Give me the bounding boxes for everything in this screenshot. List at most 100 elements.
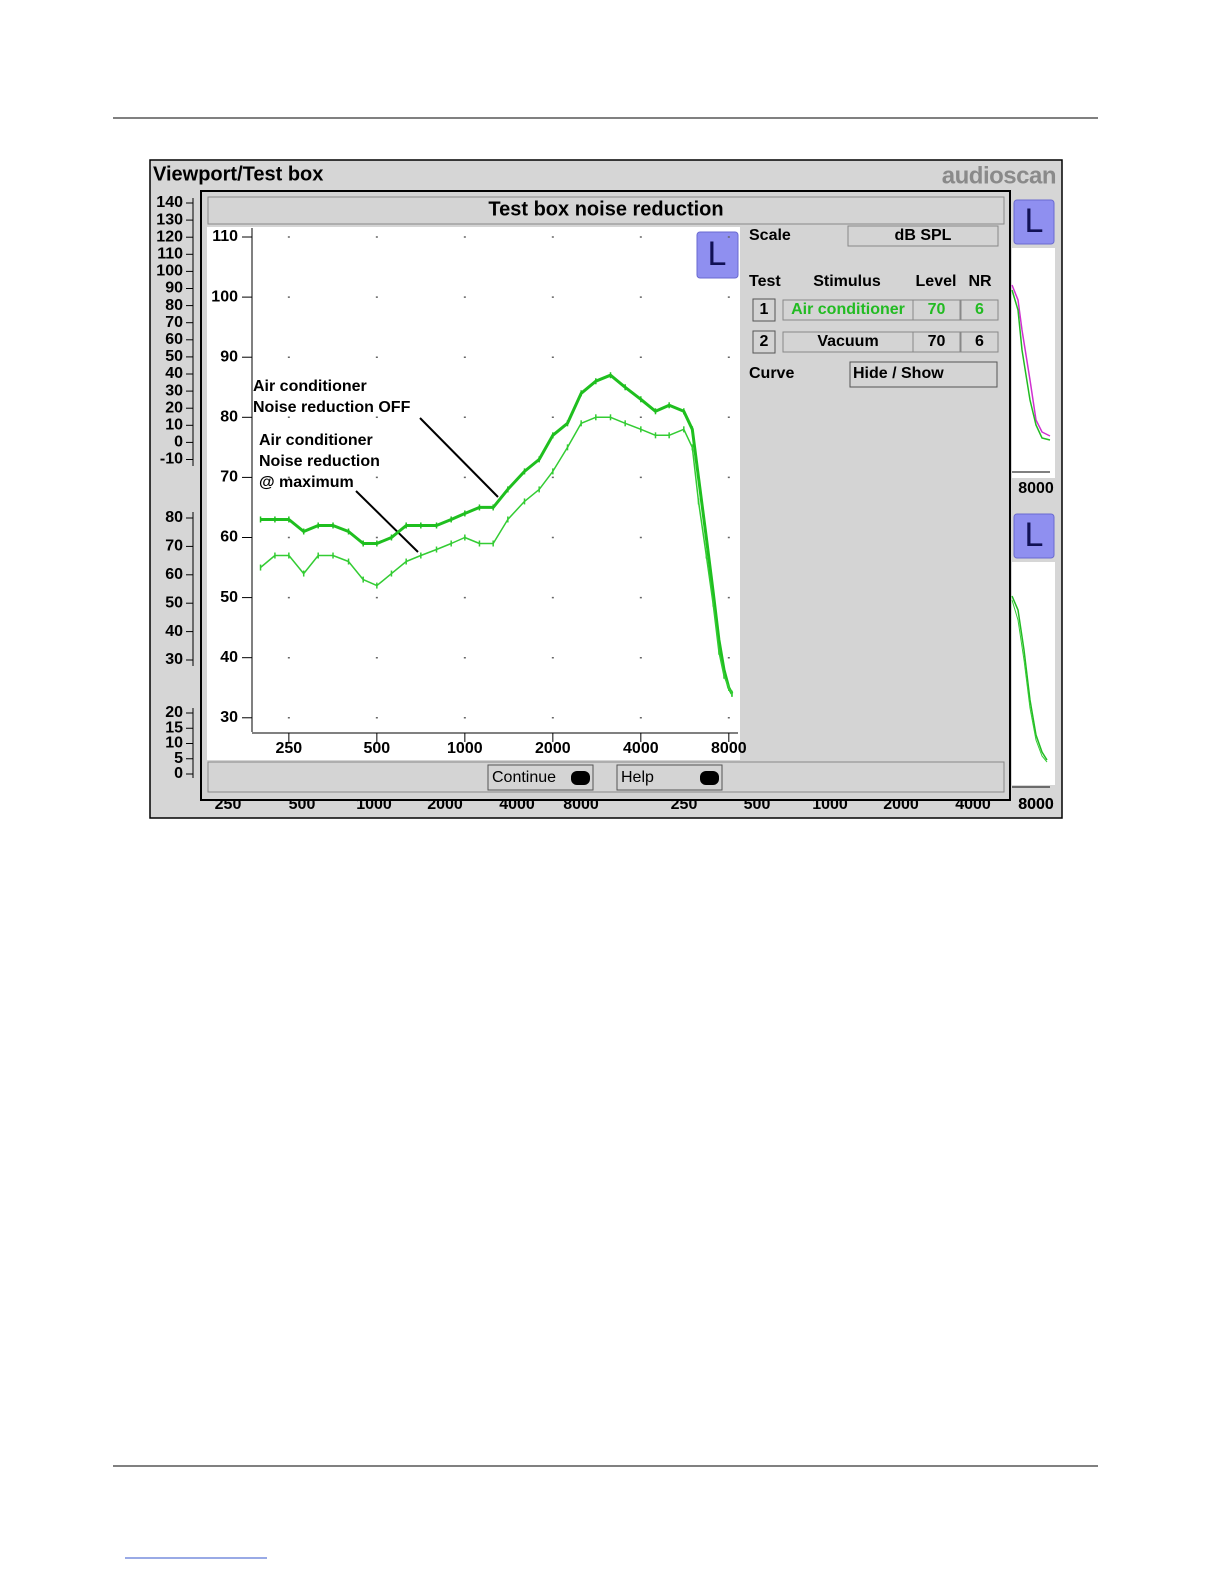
left-axis-label: 30 bbox=[165, 382, 183, 399]
table-cell bbox=[960, 331, 999, 353]
series-line bbox=[260, 373, 734, 695]
table-cell-text: 6 bbox=[975, 301, 984, 318]
table-cell bbox=[912, 331, 961, 353]
left-axis-label: 120 bbox=[156, 228, 183, 245]
table-cell bbox=[912, 299, 961, 321]
ear-badge bbox=[1013, 199, 1055, 245]
curve-button-label[interactable]: Hide / Show bbox=[853, 365, 944, 382]
left-axis-label: -10 bbox=[160, 451, 183, 468]
left-axis-label: 10 bbox=[165, 735, 183, 752]
left-axis-label: 5 bbox=[174, 750, 183, 767]
annotation-pointer bbox=[419, 417, 499, 498]
mini-chart bbox=[1012, 562, 1055, 785]
annotation-pointer bbox=[355, 490, 419, 553]
x-tick-label: 4000 bbox=[623, 740, 659, 757]
x-tick-label: 250 bbox=[276, 740, 303, 757]
y-tick-label: 70 bbox=[220, 469, 238, 486]
y-tick-label: 110 bbox=[212, 228, 238, 245]
left-axis-label: 70 bbox=[165, 538, 183, 555]
left-axis-label: 0 bbox=[174, 434, 183, 451]
button-bar bbox=[207, 761, 1005, 793]
test-number[interactable]: 1 bbox=[760, 301, 769, 318]
y-tick-label: 40 bbox=[220, 649, 238, 666]
y-tick-label: 80 bbox=[220, 409, 238, 426]
continue-button[interactable] bbox=[487, 764, 594, 791]
dialog: Test box noise reduction L Scale dB SPL … bbox=[200, 190, 1011, 801]
left-axis-label: 50 bbox=[165, 594, 183, 611]
x-tick-label: 1000 bbox=[447, 740, 483, 757]
table-header: Level bbox=[916, 273, 957, 290]
button-key bbox=[571, 771, 590, 785]
ear-badge-label: L bbox=[1025, 202, 1044, 240]
curve-button[interactable] bbox=[849, 361, 998, 388]
mini-chart bbox=[1012, 248, 1055, 478]
dialog-title-bar bbox=[207, 196, 1005, 225]
annotation: Noise reduction bbox=[259, 453, 380, 470]
mini-curve bbox=[1011, 284, 1051, 437]
ear-badge bbox=[1013, 513, 1055, 559]
left-axis-label: 130 bbox=[156, 211, 183, 228]
table-cell-text: 70 bbox=[928, 333, 946, 350]
annotation: @ maximum bbox=[259, 474, 354, 491]
left-axis-label: 15 bbox=[165, 719, 183, 736]
left-axis-label: 90 bbox=[165, 280, 183, 297]
y-tick-label: 100 bbox=[211, 288, 238, 305]
ear-badge-label: L bbox=[708, 235, 727, 273]
left-axis-label: 80 bbox=[165, 297, 183, 314]
y-tick-label: 90 bbox=[220, 348, 238, 365]
table-cell bbox=[960, 299, 999, 321]
y-tick-label: 60 bbox=[220, 529, 238, 546]
table-header: Stimulus bbox=[813, 273, 881, 290]
table-cell-text: Vacuum bbox=[817, 333, 878, 350]
table-cell-text: 70 bbox=[928, 301, 946, 318]
mini-curve bbox=[1011, 599, 1048, 763]
left-axis-label: 60 bbox=[165, 331, 183, 348]
table-header: NR bbox=[968, 273, 992, 290]
scale-label: Scale bbox=[749, 227, 791, 244]
left-axis-label: 50 bbox=[165, 348, 183, 365]
scale-field bbox=[847, 225, 999, 247]
left-axis-label: 70 bbox=[165, 314, 183, 331]
test-number[interactable]: 2 bbox=[760, 333, 769, 350]
ear-badge-label: L bbox=[1025, 516, 1044, 554]
background-labels: 1401301201101009080706050403020100-10807… bbox=[156, 194, 1055, 813]
button-key bbox=[700, 771, 719, 785]
left-axis-label: 0 bbox=[174, 765, 183, 782]
table-header: Test bbox=[749, 273, 781, 290]
curve-label: Curve bbox=[749, 365, 794, 382]
annotation: Air conditioner bbox=[253, 378, 367, 395]
bottom-axis-label: 8000 bbox=[1018, 796, 1054, 813]
test-number-button[interactable] bbox=[752, 330, 776, 354]
window-title: Viewport/Test box bbox=[153, 163, 323, 185]
ear-badge bbox=[696, 231, 739, 279]
x-tick-label: 2000 bbox=[535, 740, 571, 757]
y-tick-label: 50 bbox=[220, 589, 238, 606]
test-number-button[interactable] bbox=[752, 298, 776, 322]
dialog-title: Test box noise reduction bbox=[488, 198, 723, 220]
x-tick-label: 500 bbox=[363, 740, 390, 757]
chart: 30 40 50 60 70 80 90 100 110 250 500 1000 2000 4000 80… bbox=[211, 228, 747, 757]
plot-background bbox=[207, 227, 740, 760]
left-axis-label: 20 bbox=[165, 399, 183, 416]
continue-button-label[interactable]: Continue bbox=[492, 769, 556, 786]
left-axis-label: 140 bbox=[156, 194, 183, 211]
table-cell-text: 6 bbox=[975, 333, 984, 350]
mini-curve bbox=[1011, 289, 1051, 441]
left-axis-label: 10 bbox=[165, 417, 183, 434]
left-axis-label: 20 bbox=[165, 704, 183, 721]
test-table: 1 Air conditioner 70 6 2 Vacuum 70 6 bbox=[752, 298, 999, 354]
left-axis-label: 80 bbox=[165, 509, 183, 526]
left-axis-label: 40 bbox=[165, 623, 183, 640]
left-axis-label: 60 bbox=[165, 566, 183, 583]
annotation: Noise reduction OFF bbox=[253, 399, 411, 416]
mini-axis-label: 8000 bbox=[1018, 480, 1054, 497]
help-button-label[interactable]: Help bbox=[621, 769, 654, 786]
mini-axis-label: 8000 bbox=[1018, 796, 1054, 813]
logo: audioscan bbox=[942, 162, 1056, 189]
table-cell-text: Air conditioner bbox=[791, 301, 905, 318]
annotation: Air conditioner bbox=[259, 432, 373, 449]
mini-curve bbox=[1011, 595, 1048, 761]
scale-value: dB SPL bbox=[895, 227, 952, 244]
